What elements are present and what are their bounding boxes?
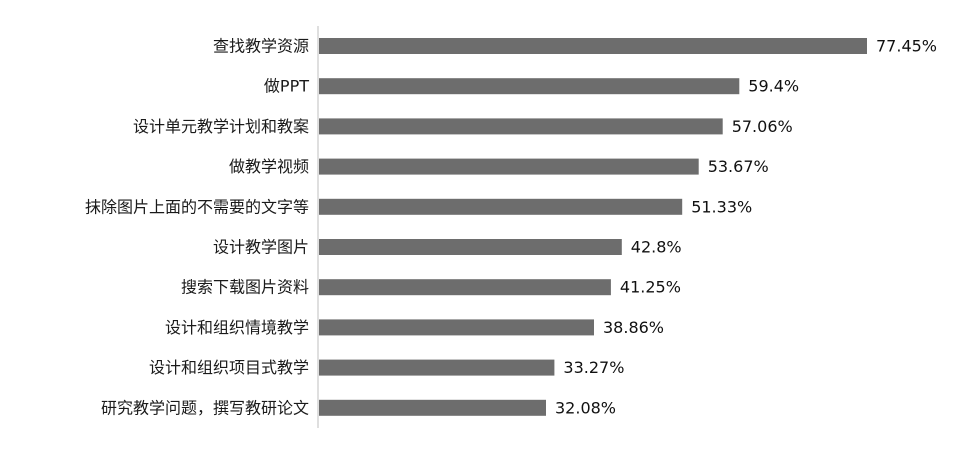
bar: [319, 118, 723, 135]
category-label: 做教学视频: [229, 157, 309, 176]
bar: [319, 359, 555, 376]
category-label: 抹除图片上面的不需要的文字等: [85, 197, 309, 216]
value-label: 59.4%: [748, 77, 799, 96]
category-label: 做PPT: [264, 77, 309, 96]
category-label: 查找教学资源: [213, 37, 309, 56]
bar: [319, 158, 699, 175]
category-label: 设计和组织项目式教学: [149, 358, 309, 377]
bar: [319, 319, 594, 336]
bar: [319, 239, 622, 255]
bar: [319, 279, 611, 296]
category-label: 研究教学问题，撰写教研论文: [101, 398, 309, 417]
bars-layer: [319, 38, 867, 416]
category-label: 搜索下载图片资料: [181, 278, 309, 297]
value-label: 41.25%: [620, 278, 681, 297]
value-label: 42.8%: [631, 238, 682, 257]
category-label: 设计和组织情境教学: [165, 318, 309, 337]
bar: [319, 38, 867, 54]
bar: [319, 78, 740, 95]
value-label: 77.45%: [876, 37, 937, 56]
bar: [319, 198, 683, 215]
value-label: 53.67%: [708, 157, 769, 176]
value-labels: 77.45% 59.4% 57.06% 53.67% 51.33% 42.8% 41.25%…: [555, 37, 937, 418]
category-label: 设计单元教学计划和教案: [133, 117, 309, 136]
bar: [319, 399, 546, 416]
value-label: 33.27%: [563, 358, 624, 377]
value-label: 32.08%: [555, 398, 616, 417]
value-label: 51.33%: [691, 197, 752, 216]
value-label: 57.06%: [732, 117, 793, 136]
category-label: 设计教学图片: [213, 238, 309, 257]
value-label: 38.86%: [603, 318, 664, 337]
